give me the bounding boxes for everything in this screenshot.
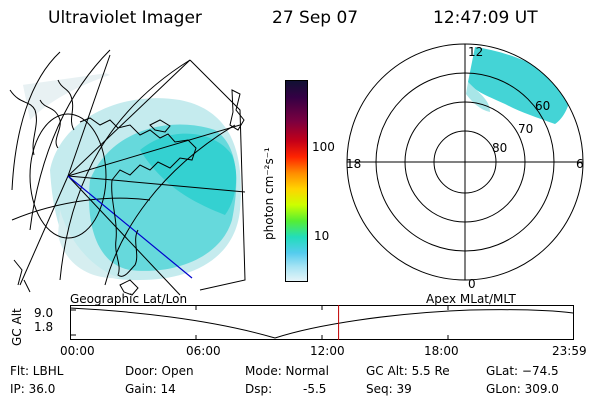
colorbar-tick-100: 100 (312, 140, 335, 154)
timeline-ytick-top: 9.0 (34, 306, 54, 320)
timeline-xtick-2359: 23:59 (552, 344, 587, 358)
polar-emission (466, 47, 571, 124)
apex-panel-label: Apex MLat/MLT (426, 292, 516, 306)
instrument-title: Ultraviolet Imager (48, 8, 202, 28)
mlat-label-80: 80 (492, 141, 507, 155)
coastlines (9, 79, 245, 296)
date-label: 27 Sep 07 (272, 8, 359, 28)
mlat-label-60: 60 (535, 99, 550, 113)
colorbar-tick-10: 10 (314, 229, 330, 243)
door-info: Door: Open (125, 364, 194, 378)
seq-info: Seq: 39 (366, 382, 412, 396)
mlat-label-70: 70 (518, 122, 533, 136)
timeline-xtick-0600: 06:00 (186, 344, 221, 358)
time-label: 12:47:09 UT (433, 8, 538, 28)
mlt-label-18: 18 (346, 157, 361, 171)
colorbar-unit-label: photon cm⁻²s⁻¹ (262, 147, 276, 240)
timeline-ytick-bottom: 1.8 (34, 320, 54, 334)
mlt-label-6: 6 (576, 157, 584, 171)
gc-alt-info: GC Alt: 5.5 Re (366, 364, 450, 378)
ip-info: IP: 36.0 (10, 382, 56, 396)
glon-info: GLon: 309.0 (486, 382, 559, 396)
mlt-label-12: 12 (468, 45, 483, 59)
sub-satellite-track (67, 175, 193, 279)
timeline-xtick-1200: 12:00 (310, 344, 345, 358)
dsp-label: Dsp: (245, 382, 273, 396)
filter-info: Flt: LBHL (10, 364, 64, 378)
geographic-map (9, 49, 246, 296)
dsp-value: -5.5 (303, 382, 327, 396)
altitude-timeline (70, 305, 574, 340)
mode-info: Mode: Normal (245, 364, 329, 378)
altitude-curve (70, 307, 574, 339)
glat-info: GLat: −74.5 (486, 364, 559, 378)
timeline-xtick-1800: 18:00 (424, 344, 459, 358)
polar-plot: 12 0 18 6 60 70 80 (346, 43, 584, 291)
pole-circle (29, 113, 107, 239)
timeline-ylabel: GC Alt (10, 308, 24, 346)
mlt-label-0: 0 (468, 277, 476, 291)
colorbar (285, 80, 308, 282)
timeline-xtick-0000: 00:00 (60, 344, 95, 358)
gain-info: Gain: 14 (125, 382, 176, 396)
geographic-panel-label: Geographic Lat/Lon (70, 292, 188, 306)
emission-overlay (20, 63, 241, 281)
